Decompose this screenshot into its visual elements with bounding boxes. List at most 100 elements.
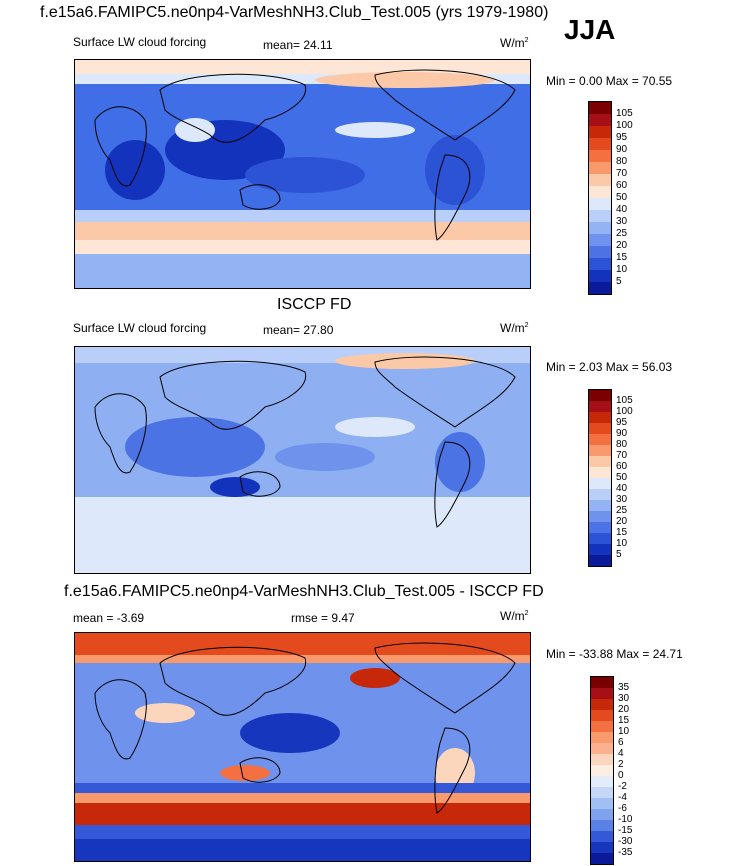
panel3-colorbar-label: -6 — [618, 803, 627, 814]
panel2-colorbar-swatch — [589, 445, 611, 456]
panel1-colorbar-swatch — [589, 102, 611, 114]
panel3-colorbar-swatch — [591, 787, 613, 798]
panel2-mean: mean= 27.80 — [263, 323, 334, 337]
panel3-coast-africa — [94, 679, 147, 760]
panel1-colorbar-label: 5 — [616, 276, 622, 287]
panel3-colorbar-swatch — [591, 721, 613, 732]
panel1-colorbar-swatch — [589, 138, 611, 150]
panel3-colorbar-swatch — [591, 853, 613, 864]
panel1-title: f.e15a6.FAMIPC5.ne0np4-VarMeshNH3.Club_T… — [40, 4, 549, 21]
panel2-colorbar-label: 20 — [616, 516, 628, 527]
panel1-mean: mean= 24.11 — [263, 38, 333, 52]
panel3-coast-north-america — [374, 642, 516, 714]
panel3-arctic-band — [75, 633, 530, 655]
panel2-colorbar-label: 25 — [616, 505, 628, 516]
panel1-asia-patch — [175, 118, 215, 142]
panel1-africa — [105, 140, 165, 200]
panel2-colorbar-label: 15 — [616, 527, 628, 538]
panel3-colorbar-label: 4 — [618, 748, 624, 759]
panel2-minmax: Min = 2.03 Max = 56.03 — [546, 360, 673, 374]
panel2-colorbar-swatch — [589, 456, 611, 467]
panel1-north-pacific-high — [315, 72, 495, 88]
panel3-colorbar-swatch — [591, 732, 613, 743]
panel1-map — [74, 59, 531, 289]
panel3-coast-south-america — [434, 727, 471, 814]
panel2-colorbar-label: 70 — [616, 450, 628, 461]
panel3-colorbar-label: 10 — [618, 726, 630, 737]
panel3-mean: mean = -3.69 — [73, 611, 145, 625]
panel1-colorbar-label: 90 — [616, 144, 628, 155]
panel1-colorbar-swatch — [589, 246, 611, 258]
panel1-colorbar: 105 100 95 90 80 70 60 50 40 30 25 20 15 10 5 — [588, 101, 633, 295]
panel3-colorbar-swatch — [591, 798, 613, 809]
panel1-tropical-pacific — [245, 157, 365, 193]
panel2-north-pacific-high — [335, 353, 475, 369]
panel1-colorbar-label: 25 — [616, 228, 628, 239]
panel3-colorbar-swatch — [591, 688, 613, 699]
panel1-colorbar-label: 15 — [616, 252, 628, 263]
panel3-colorbar-label: -4 — [618, 792, 627, 803]
panel2-colorbar-swatch — [589, 544, 611, 555]
panel1-colorbar-swatch — [589, 210, 611, 222]
panel2-colorbar-label: 95 — [616, 417, 628, 428]
panel1-coast-north-america — [374, 69, 516, 141]
panel1-subtropic-patch — [335, 122, 415, 138]
panel3-minmax: Min = -33.88 Max = 24.71 — [546, 647, 683, 661]
panel1-colorbar-label: 10 — [616, 264, 628, 275]
panel3-australia-positive — [220, 765, 270, 781]
panel2-colorbar: 105 100 95 90 80 70 60 50 40 30 25 20 15 10 5 — [588, 389, 633, 567]
panel1-colorbar-swatch — [589, 282, 611, 294]
panel2-colorbar-label: 80 — [616, 439, 628, 450]
panel3-colorbar-swatch — [591, 699, 613, 710]
panel1-colorbar-swatch — [589, 126, 611, 138]
panel2-colorbar-swatch — [589, 533, 611, 544]
panel3-colorbar-label: -15 — [618, 825, 633, 836]
panel1-south-america — [425, 135, 485, 205]
panel3-colorbar-swatch — [591, 743, 613, 754]
panel1-arctic-band — [75, 60, 530, 74]
panel3-tropical-negative — [240, 713, 340, 753]
panel3-map — [74, 632, 531, 862]
panel2-colorbar-swatch — [589, 500, 611, 511]
panel3-colorbar-label: 2 — [618, 759, 624, 770]
panel2-colorbar-swatch — [589, 434, 611, 445]
panel1-colorbar-swatch — [589, 150, 611, 162]
panel2-colorbar-label: 60 — [616, 461, 628, 472]
panel2-title: ISCCP FD — [277, 296, 352, 313]
panel3-asia-positive — [135, 703, 195, 723]
panel3-colorbar-label: 30 — [618, 693, 630, 704]
panel2-units: W/m2 — [500, 321, 529, 335]
panel3-colorbar: 35 30 20 15 10 6 4 2 0 -2 -4 -6 -10 -15 -30 -35 — [590, 676, 632, 865]
panel3-north-edge — [75, 655, 530, 663]
panel1-coast-south-america — [434, 154, 471, 241]
panel3-colorbar-label: -10 — [618, 814, 633, 825]
panel1-variable-label: Surface LW cloud forcing — [73, 35, 207, 49]
panel3-coast-australia — [239, 757, 281, 783]
panel2-colorbar-label: 5 — [616, 549, 622, 560]
panel1-colorbar-swatch — [589, 198, 611, 210]
panel1-colorbar-swatch — [589, 234, 611, 246]
panel3-colorbar-label: -2 — [618, 781, 627, 792]
panel2-australia-patch — [210, 477, 260, 497]
panel2-southern-band — [75, 497, 530, 573]
panel2-colorbar-swatch — [589, 401, 611, 412]
panel1-colorbar-swatch — [589, 114, 611, 126]
panel3-colorbar-swatch — [591, 776, 613, 787]
panel3-colorbar-swatch — [591, 710, 613, 721]
panel1-coast-australia — [239, 184, 281, 210]
panel2-colorbar-swatch — [589, 478, 611, 489]
panel2-coast-australia — [239, 471, 281, 497]
panel2-colorbar-swatch — [589, 522, 611, 533]
panel3-south-band-3 — [75, 825, 530, 839]
panel1-coast-eurasia — [159, 73, 307, 143]
panel2-map — [74, 346, 531, 574]
panel3-units: W/m2 — [500, 609, 529, 623]
panel2-colorbar-swatch — [589, 511, 611, 522]
panel2-coast-africa — [94, 393, 147, 474]
panel2-coast-north-america — [374, 356, 516, 428]
season-label: JJA — [564, 14, 616, 45]
panel3-map-svg — [75, 633, 530, 861]
panel1-colorbar-label: 105 — [616, 108, 633, 119]
panel3-colorbar-label: -30 — [618, 836, 633, 847]
panel1-colorbar-label: 95 — [616, 132, 628, 143]
